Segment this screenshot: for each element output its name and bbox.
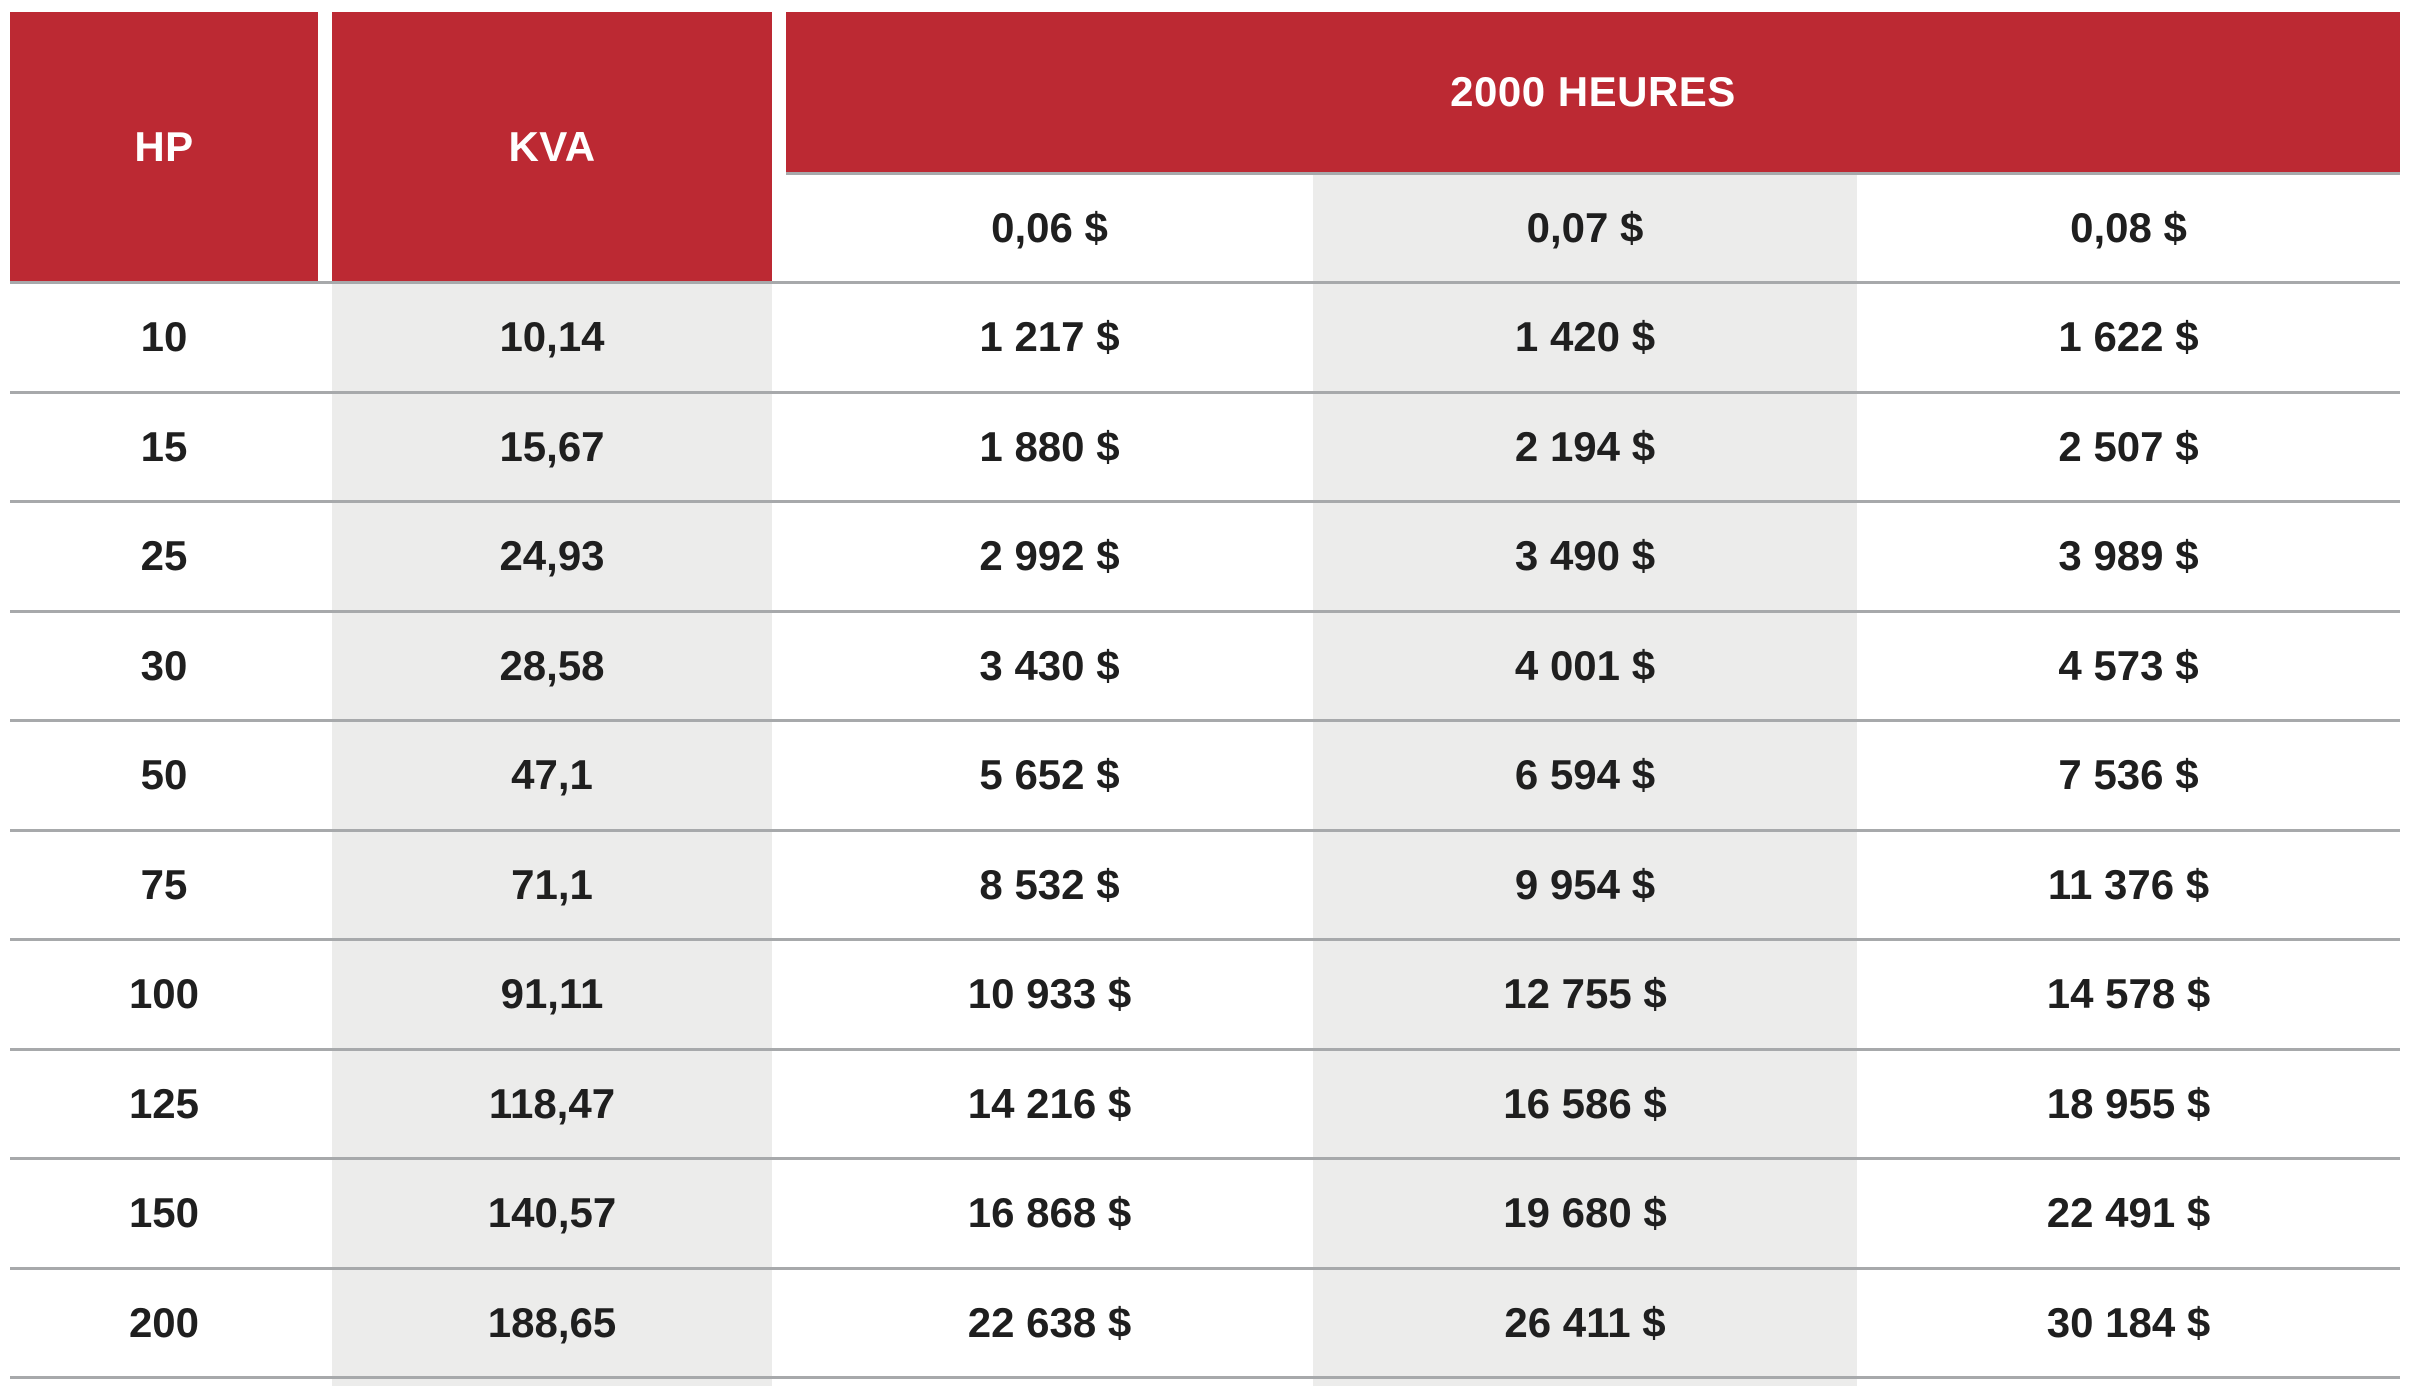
hp-cell: 75 [140, 860, 188, 908]
rate-007-cell: 3 490 $ [1514, 532, 1656, 580]
header-kva: KVA [332, 12, 772, 281]
table-body: 10 10,14 1 217 $ 1 420 $ 1 622 $ 15 15,6… [10, 284, 2400, 1379]
rate-007-cell: 19 680 $ [1503, 1189, 1667, 1237]
hp-cell: 10 [140, 313, 188, 361]
table-row: 15 15,67 1 880 $ 2 194 $ 2 507 $ [10, 394, 2400, 503]
kva-cell: 28,58 [499, 641, 605, 689]
kva-cell: 24,93 [499, 532, 605, 580]
hp-cell: 125 [128, 1079, 200, 1127]
kva-cell: 91,11 [500, 970, 604, 1018]
rate-006-cell: 3 430 $ [979, 641, 1120, 689]
kva-cell: 47,1 [511, 751, 593, 799]
kva-cell: 71,1 [511, 860, 593, 908]
rate-007-cell: 12 755 $ [1503, 970, 1667, 1018]
rate-008-cell: 2 507 $ [2058, 422, 2199, 470]
table-row: 10 10,14 1 217 $ 1 420 $ 1 622 $ [10, 284, 2400, 394]
divider-under-group-header [786, 172, 2400, 175]
rate-008-cell: 7 536 $ [2058, 751, 2199, 799]
rate-007-cell: 2 194 $ [1514, 422, 1656, 470]
rate-008-cell: 30 184 $ [2046, 1298, 2211, 1346]
hp-cell: 25 [140, 532, 188, 580]
hp-cell: 200 [128, 1298, 200, 1346]
table-row: 30 28,58 3 430 $ 4 001 $ 4 573 $ [10, 613, 2400, 722]
rate-008-cell: 18 955 $ [2046, 1079, 2211, 1127]
kva-cell: 188,65 [487, 1298, 617, 1346]
header-hp: HP [10, 12, 318, 281]
rate-008-cell: 14 578 $ [2046, 970, 2211, 1018]
kva-cell: 10,14 [499, 313, 605, 361]
table-row: 50 47,1 5 652 $ 6 594 $ 7 536 $ [10, 722, 2400, 832]
header-2000-heures: 2000 HEURES [786, 12, 2400, 172]
rate-006-cell: 1 880 $ [979, 422, 1120, 470]
table-row: 150 140,57 16 868 $ 19 680 $ 22 491 $ [10, 1160, 2400, 1270]
rate-008-cell: 11 376 $ [2047, 860, 2210, 908]
rate-007-cell: 1 420 $ [1514, 313, 1656, 361]
rate-006-cell: 8 532 $ [979, 860, 1120, 908]
rate-006-cell: 14 216 $ [967, 1079, 1132, 1127]
rate-007-cell: 4 001 $ [1514, 641, 1656, 689]
hp-cell: 50 [140, 751, 188, 799]
kva-cell: 140,57 [487, 1189, 617, 1237]
table-row: 125 118,47 14 216 $ 16 586 $ 18 955 $ [10, 1051, 2400, 1160]
rate-008-cell: 22 491 $ [2046, 1189, 2211, 1237]
rate-007-cell: 6 594 $ [1514, 751, 1656, 799]
kva-cell: 15,67 [499, 422, 605, 470]
subheader-rate-008: 0,08 $ [2070, 204, 2187, 251]
rate-006-cell: 10 933 $ [967, 970, 1132, 1018]
rate-006-cell: 5 652 $ [979, 751, 1120, 799]
rate-006-cell: 2 992 $ [979, 532, 1120, 580]
header-hp-label: HP [134, 122, 194, 170]
hp-cell: 100 [128, 970, 200, 1018]
rate-007-cell: 9 954 $ [1514, 860, 1656, 908]
table-row: 200 188,65 22 638 $ 26 411 $ 30 184 $ [10, 1270, 2400, 1379]
header-kva-label: KVA [508, 122, 596, 170]
subheader-rate-007: 0,07 $ [1526, 204, 1644, 251]
hp-cell: 150 [128, 1189, 200, 1237]
rate-006-cell: 16 868 $ [967, 1189, 1132, 1237]
rate-008-cell: 4 573 $ [2058, 641, 2199, 689]
divider-under-header [10, 281, 2400, 284]
rate-008-cell: 3 989 $ [2058, 532, 2199, 580]
kva-cell: 118,47 [488, 1079, 616, 1127]
table-row: 100 91,11 10 933 $ 12 755 $ 14 578 $ [10, 941, 2400, 1051]
rate-006-cell: 1 217 $ [979, 313, 1120, 361]
rate-007-column-stripe [1313, 175, 1857, 1386]
rate-007-cell: 26 411 $ [1504, 1298, 1666, 1346]
table-row: 75 71,1 8 532 $ 9 954 $ 11 376 $ [10, 832, 2400, 941]
kva-column-stripe [332, 284, 772, 1386]
hp-cell: 30 [140, 641, 188, 689]
table-row: 25 24,93 2 992 $ 3 490 $ 3 989 $ [10, 503, 2400, 613]
rate-006-cell: 22 638 $ [967, 1298, 1132, 1346]
rate-007-cell: 16 586 $ [1503, 1079, 1667, 1127]
rate-008-cell: 1 622 $ [2058, 313, 2199, 361]
subheader-rate-006: 0,06 $ [991, 204, 1108, 251]
header-2000-heures-label: 2000 HEURES [1450, 68, 1736, 115]
hp-cell: 15 [140, 422, 188, 470]
